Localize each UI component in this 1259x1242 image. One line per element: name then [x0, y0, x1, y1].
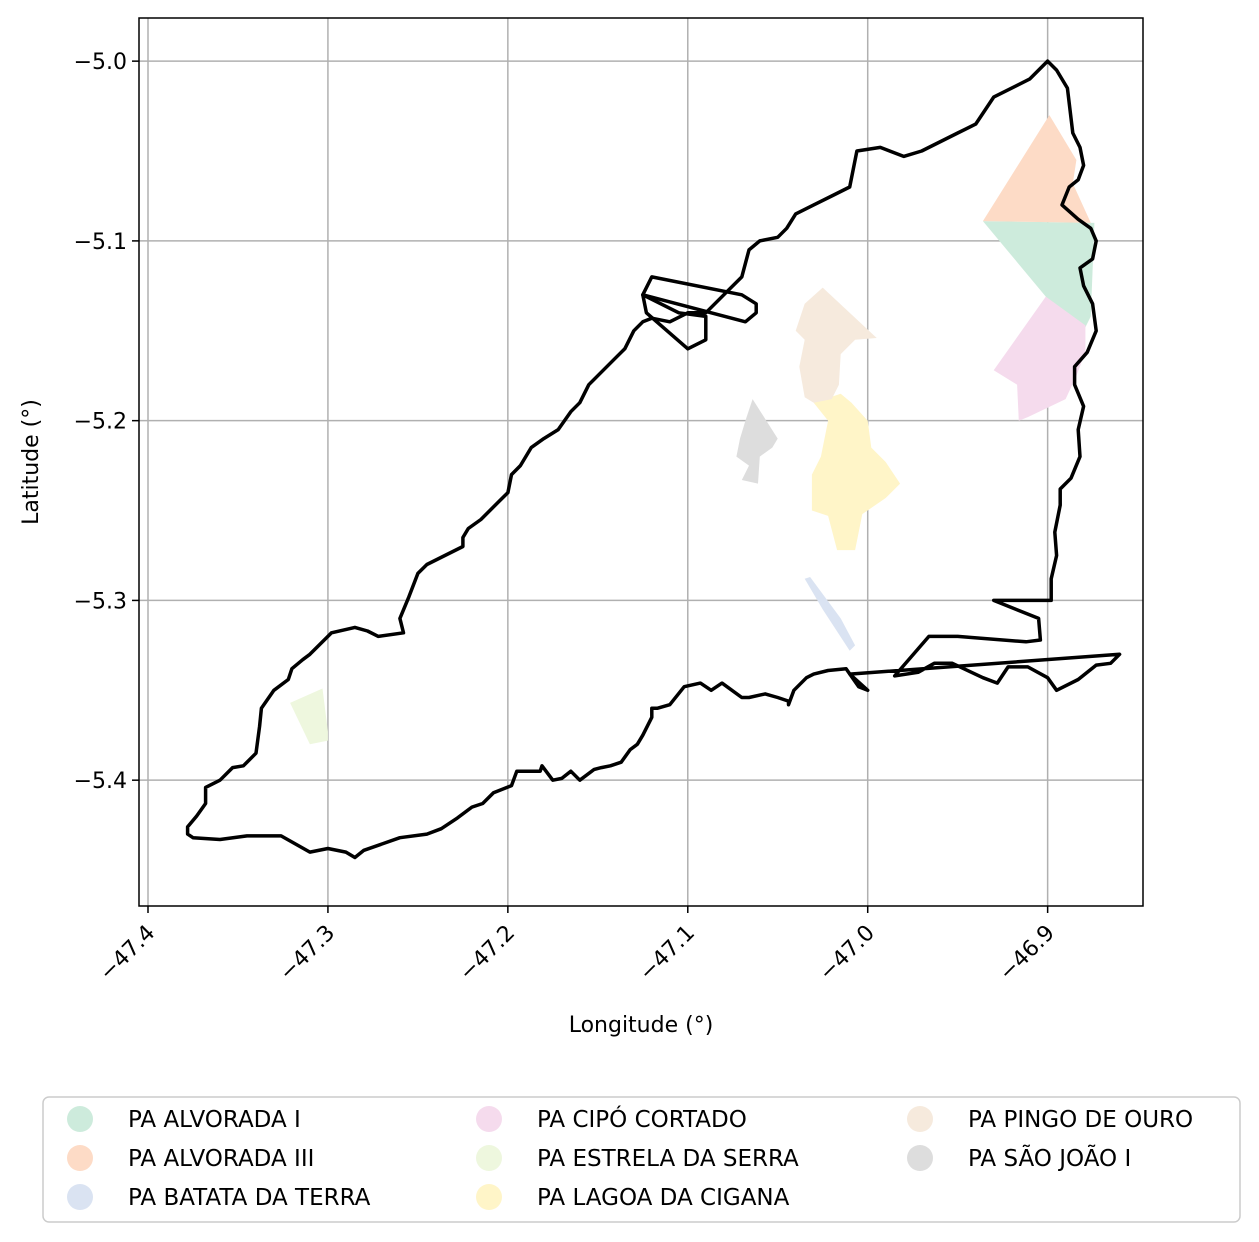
legend-marker — [476, 1145, 502, 1171]
legend-marker — [67, 1184, 93, 1210]
legend-entry-label: PA ALVORADA III — [128, 1146, 314, 1172]
x-tick-label: −47.0 — [815, 921, 880, 986]
legend-entry-label: PA SÃO JOÃO I — [968, 1144, 1131, 1172]
legend-frame — [42, 1096, 1241, 1223]
region-pa-alvorada-iii — [982, 115, 1091, 223]
y-tick-label: −5.4 — [74, 769, 127, 794]
boundary-strip — [641, 293, 708, 351]
legend-entry-label: PA LAGOA DA CIGANA — [537, 1185, 790, 1211]
legend: PA ALVORADA I PA ALVORADA III PA BATATA DA… — [42, 1096, 1241, 1223]
legend-marker — [907, 1145, 933, 1171]
region-pa-cip-cortado — [993, 296, 1086, 421]
y-tick-label: −5.3 — [74, 589, 127, 614]
legend-entry-label: PA BATATA DA TERRA — [128, 1185, 371, 1211]
x-tick-label: −47.3 — [275, 921, 340, 986]
y-tick-label: −5.0 — [74, 50, 127, 75]
y-axis-label: Latitude (°) — [19, 399, 44, 525]
grid-lines — [139, 18, 1143, 906]
x-tick-label: −46.9 — [995, 921, 1060, 986]
legend-marker — [907, 1106, 933, 1132]
settlement-areas — [290, 115, 1095, 745]
x-tick-label: −47.2 — [455, 921, 520, 986]
legend-entry-label: PA ALVORADA I — [128, 1107, 301, 1133]
y-tick-label: −5.1 — [74, 230, 127, 255]
region-pa-batata-da-terra — [804, 577, 856, 651]
x-axis-ticks: −47.4 −47.3 −47.2 −47.1 −47.0 −46.9 — [95, 906, 1060, 986]
legend-entry-label: PA CIPÓ CORTADO — [537, 1105, 747, 1133]
legend-entry-label: PA ESTRELA DA SERRA — [537, 1146, 799, 1172]
region-pa-s-o-jo-o-i — [736, 399, 778, 484]
legend-marker — [67, 1106, 93, 1132]
boundary-line — [185, 59, 1122, 860]
x-tick-label: −47.1 — [635, 921, 700, 986]
plot-frame — [138, 17, 1144, 907]
region-pa-lagoa-da-cigana — [811, 393, 901, 551]
legend-marker — [476, 1106, 502, 1132]
x-tick-label: −47.4 — [95, 921, 160, 986]
y-axis-ticks: −5.0 −5.1 −5.2 −5.3 −5.4 — [74, 50, 139, 794]
region-pa-estrela-da-serra — [290, 688, 328, 745]
x-axis-label: Longitude (°) — [569, 1013, 714, 1038]
municipality-boundary — [185, 59, 1122, 860]
legend-entry-label: PA PINGO DE OURO — [968, 1107, 1193, 1133]
y-tick-label: −5.2 — [74, 410, 127, 435]
region-pa-alvorada-i — [982, 221, 1095, 335]
legend-marker — [67, 1145, 93, 1171]
region-pa-pingo-de-ouro — [795, 287, 877, 403]
legend-marker — [476, 1184, 502, 1210]
